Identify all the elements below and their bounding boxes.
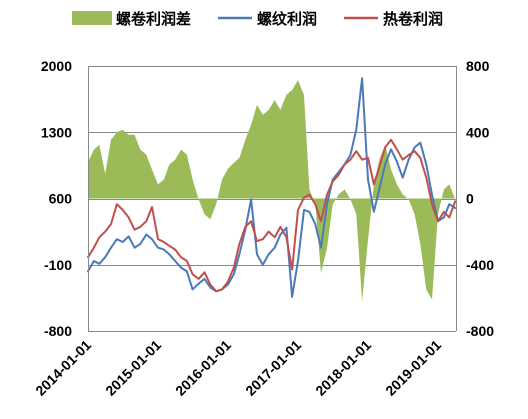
area-series-layer xyxy=(88,80,456,302)
legend-swatch-spread xyxy=(72,11,112,25)
x-tick-label: 2016-01-01 xyxy=(172,337,234,399)
y-right-tick-label: 400 xyxy=(466,124,490,140)
y-right-tick-label: 0 xyxy=(466,191,474,207)
x-tick-label: 2017-01-01 xyxy=(242,337,304,399)
y-left-tick-label: 1300 xyxy=(41,124,72,140)
x-tick-label: 2018-01-01 xyxy=(312,337,374,399)
x-tick-label: 2019-01-01 xyxy=(382,337,444,399)
series-rebar-profit-line xyxy=(87,77,457,298)
y-right-tick-label: 800 xyxy=(466,58,490,74)
y-right-tick-label: -400 xyxy=(466,257,494,273)
x-tick-label: 2014-01-01 xyxy=(32,337,94,399)
y-axis-left-labels: 2000 1300 600 -100 -800 xyxy=(41,58,72,339)
y-left-tick-label: 600 xyxy=(49,191,73,207)
y-left-tick-label: 2000 xyxy=(41,58,72,74)
series-spread-area xyxy=(88,80,456,302)
x-axis-labels: 2014-01-01 2015-01-01 2016-01-01 2017-01-01… xyxy=(32,337,444,399)
series-hrc-profit-line xyxy=(87,138,457,293)
y-axis-right-labels: 800 400 0 -400 -800 xyxy=(466,58,494,339)
legend: 螺卷利润差 螺纹利润 热卷利润 xyxy=(72,10,443,28)
x-tick-label: 2015-01-01 xyxy=(102,337,164,399)
line-series-layer xyxy=(87,77,457,298)
y-left-tick-label: -800 xyxy=(44,323,72,339)
legend-label-spread: 螺卷利润差 xyxy=(116,10,191,28)
legend-label-hrc-profit: 热卷利润 xyxy=(383,10,443,28)
y-left-tick-label: -100 xyxy=(44,257,72,273)
y-right-tick-label: -800 xyxy=(466,323,494,339)
gridlines xyxy=(88,66,456,332)
legend-label-rebar-profit: 螺纹利润 xyxy=(257,10,317,28)
axis-frame xyxy=(88,66,457,331)
